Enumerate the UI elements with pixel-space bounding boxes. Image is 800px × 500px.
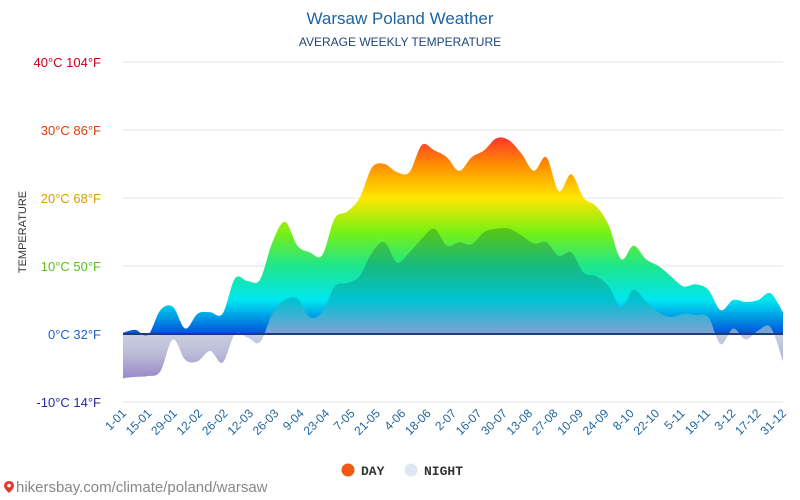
legend-item-day[interactable]: DAY (341, 463, 385, 480)
x-tick-label: 17-12 (732, 406, 764, 438)
x-tick-label: 27-08 (529, 406, 561, 438)
source-url: hikersbay.com/climate/poland/warsaw (16, 479, 268, 496)
x-tick-label: 19-11 (682, 406, 713, 437)
x-tick-label: 16-07 (453, 406, 485, 438)
y-tick-label: 20°C 68°F (41, 191, 101, 206)
x-tick-label: 24-09 (580, 406, 612, 438)
map-pin-icon (4, 481, 14, 493)
y-tick-label: 10°C 50°F (41, 259, 101, 274)
legend-label: DAY (361, 464, 385, 479)
x-tick-label: 18-06 (402, 406, 434, 438)
x-tick-label: 21-05 (351, 406, 383, 438)
night-series-area (123, 227, 783, 379)
legend-marker (341, 463, 355, 477)
x-tick-label: 15-01 (123, 406, 155, 438)
chart-subtitle: AVERAGE WEEKLY TEMPERATURE (299, 35, 501, 49)
x-tick-label: 12-03 (224, 406, 256, 438)
y-axis-label: TEMPERATURE (17, 191, 29, 273)
x-tick-label: 10-09 (554, 406, 586, 438)
legend-item-night[interactable]: NIGHT (404, 463, 464, 480)
legend-marker (404, 463, 418, 477)
x-tick-label: 12-02 (174, 406, 206, 438)
x-tick-label: 13-08 (504, 406, 536, 438)
x-tick-label: 23-04 (301, 406, 333, 438)
x-tick-label: 31-12 (758, 406, 790, 438)
day-series-area (123, 137, 783, 337)
legend-label: NIGHT (424, 464, 463, 479)
x-tick-label: 26-03 (250, 406, 282, 438)
y-tick-label: -10°C 14°F (36, 395, 101, 410)
chart-title: Warsaw Poland Weather (306, 9, 493, 28)
x-tick-label: 29-01 (148, 406, 180, 438)
y-tick-label: 40°C 104°F (34, 55, 102, 70)
x-tick-label: 26-02 (199, 406, 231, 438)
x-tick-label: 30-07 (478, 406, 510, 438)
x-tick-label: 22-10 (631, 406, 663, 438)
source-link[interactable]: hikersbay.com/climate/poland/warsaw (4, 479, 268, 496)
y-tick-label: 30°C 86°F (41, 123, 101, 138)
y-tick-label: 0°C 32°F (48, 327, 101, 342)
